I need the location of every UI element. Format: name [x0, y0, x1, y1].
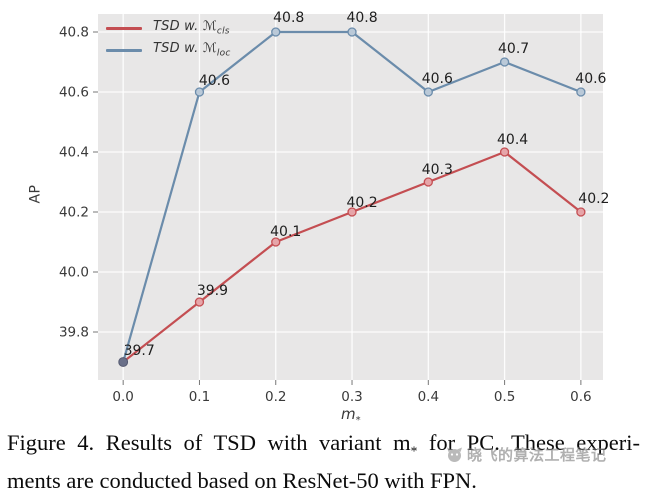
legend-label: TSD w. ℳcls [153, 19, 230, 37]
point-labels: 39.7 39.9 40.1 40.2 40.3 40.4 40.2 40.6 40.8 40.8… [124, 10, 610, 359]
data-point [499, 147, 510, 157]
legend-item: TSD w. ℳcls [106, 19, 230, 37]
legend-item: TSD w. ℳloc [106, 41, 231, 59]
legend-swatch [106, 26, 142, 30]
x-axis-label-sub: * [355, 415, 361, 426]
point-label: 40.6 [199, 73, 230, 89]
point-label: 40.8 [346, 10, 377, 26]
caption-text: for PC. These experi- [417, 430, 640, 455]
x-tick-label: 0.4 [418, 389, 439, 405]
shared-start-data-point [118, 357, 129, 367]
y-tick-label: 40.8 [59, 25, 89, 41]
y-tick-label: 40.2 [59, 205, 89, 221]
chart-legend: TSD w. ℳcls TSD w. ℳloc [106, 19, 231, 59]
caption-line-2: ments are conducted based on ResNet-50 w… [7, 467, 477, 490]
y-tick-label: 40.6 [59, 85, 89, 101]
point-label: 40.8 [273, 10, 304, 26]
y-tick-label: 40.4 [59, 145, 89, 161]
point-label: 39.9 [197, 283, 228, 299]
x-tick-label: 0.0 [112, 389, 133, 405]
figure-caption: Figure 4. Results of TSD with variant m*… [7, 428, 640, 490]
caption-subscript: * [410, 443, 418, 459]
y-axis-label: AP [27, 184, 44, 204]
plot-area [98, 14, 603, 380]
axis-ticks: 0.0 0.1 0.2 0.3 0.4 0.5 0.6 39.8 40.0 40.2 40.4 40.… [59, 25, 592, 406]
data-point [423, 87, 433, 97]
point-label: 39.7 [124, 343, 155, 359]
legend-swatch [106, 48, 142, 52]
point-label: 40.2 [346, 195, 377, 211]
x-tick-label: 0.3 [341, 389, 362, 405]
data-point [194, 87, 205, 97]
y-tick-label: 40.0 [59, 265, 89, 281]
caption-line-1: Figure 4. Results of TSD with variant m*… [7, 428, 640, 466]
point-label: 40.4 [497, 132, 528, 148]
x-tick-label: 0.5 [494, 389, 515, 405]
plot-svg: 0.0 0.1 0.2 0.3 0.4 0.5 0.6 39.8 40.0 40.2 40.4 40.… [59, 10, 610, 406]
y-tick-label: 39.8 [59, 325, 89, 341]
point-label: 40.6 [575, 71, 606, 87]
data-point [576, 207, 586, 217]
data-point [347, 27, 357, 37]
x-tick-label: 0.1 [189, 389, 210, 405]
x-tick-label: 0.2 [265, 389, 286, 405]
data-point [576, 87, 586, 97]
data-point [271, 27, 281, 37]
data-point [271, 237, 281, 247]
point-label: 40.7 [498, 41, 529, 57]
point-label: 40.3 [422, 162, 453, 178]
point-label: 40.2 [578, 191, 609, 207]
x-tick-label: 0.6 [570, 389, 591, 405]
x-axis-label: m* [341, 405, 361, 426]
series-loc [118, 27, 586, 367]
x-axis-label-main: m [341, 405, 356, 423]
data-point [347, 207, 357, 217]
data-point [194, 297, 205, 307]
point-label: 40.6 [422, 71, 453, 87]
legend-label: TSD w. ℳloc [153, 41, 231, 59]
data-point [423, 177, 433, 187]
data-point [499, 57, 510, 67]
caption-text: Figure 4. Results of TSD with variant m [7, 430, 411, 455]
point-label: 40.1 [270, 224, 301, 240]
